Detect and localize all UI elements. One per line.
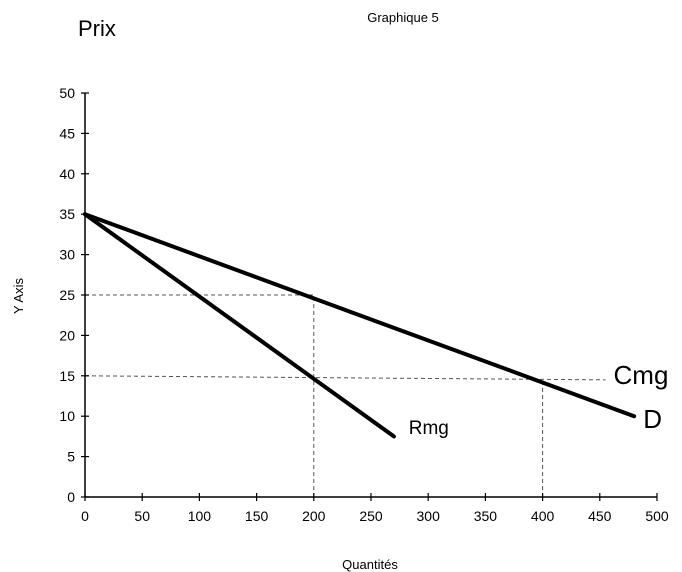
- series-lines: [83, 212, 637, 439]
- series-line-d: [83, 212, 637, 419]
- x-tick-label: 300: [417, 508, 441, 524]
- y-axis-title: Y Axis: [11, 278, 26, 314]
- x-tick-label: 350: [474, 508, 498, 524]
- x-tick-label: 400: [531, 508, 555, 524]
- x-tick-label: 450: [588, 508, 612, 524]
- chart-title: Graphique 5: [367, 10, 439, 25]
- x-tick-label: 0: [81, 508, 89, 524]
- x-tick-label: 250: [359, 508, 383, 524]
- y-tick-label: 30: [59, 247, 75, 263]
- axes: 0 50 100 150 200 250 300 350 400 450 500 0 5 10 15 20 25…: [59, 85, 668, 524]
- y-tick-label: 20: [59, 327, 75, 343]
- series-annotation-rmg: Rmg: [409, 418, 449, 439]
- y-tick-label: 5: [67, 449, 75, 465]
- y-tick-label: 50: [59, 85, 75, 101]
- x-tick-label: 500: [645, 508, 669, 524]
- guide-lines: [84, 294, 606, 497]
- x-tick-label: 150: [245, 508, 269, 524]
- y-tick-label: 10: [59, 408, 75, 424]
- y-tick-label: 45: [59, 125, 75, 141]
- x-tick-label: 100: [188, 508, 212, 524]
- y-tick-label: 35: [59, 206, 75, 222]
- series-annotation-cmg: Cmg: [614, 360, 669, 390]
- x-tick-label: 50: [134, 508, 150, 524]
- y-tick-label: 25: [59, 287, 75, 303]
- x-tick-label: 200: [302, 508, 326, 524]
- guide-line-2: [84, 375, 606, 381]
- y-tick-label: 40: [59, 166, 75, 182]
- x-axis-title: Quantités: [342, 557, 398, 572]
- series-line-rmg: [83, 212, 396, 439]
- price-label: Prix: [78, 16, 116, 41]
- series-annotation-d: D: [643, 404, 662, 434]
- y-tick-label: 0: [67, 489, 75, 505]
- series-annotations: Cmg D Rmg: [409, 360, 669, 439]
- y-tick-label: 15: [59, 368, 75, 384]
